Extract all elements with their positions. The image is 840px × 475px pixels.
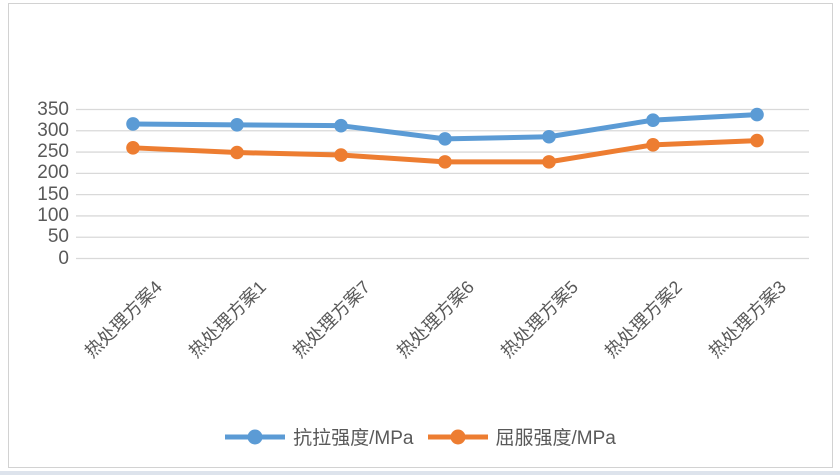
data-point-marker: [334, 118, 348, 133]
y-tick-label: 50: [47, 226, 69, 248]
y-tick-label: 250: [37, 141, 69, 163]
data-point-marker: [646, 138, 660, 152]
y-tick-label: 150: [37, 183, 69, 205]
data-point-marker: [646, 113, 660, 127]
data-point-marker: [126, 141, 140, 155]
data-point-marker: [438, 132, 452, 146]
chart-legend: 抗拉强度/MPa 屈服强度/MPa: [9, 423, 832, 450]
data-point-marker: [438, 155, 452, 169]
y-tick-label: 200: [37, 162, 69, 184]
y-tick-label: 0: [58, 247, 69, 269]
bottom-edge-strip: [0, 471, 840, 475]
legend-item-yield-strength[interactable]: 屈服强度/MPa: [427, 423, 616, 450]
line-chart-plot-area: [76, 107, 809, 260]
data-point-marker: [542, 129, 556, 144]
data-point-marker: [230, 118, 244, 132]
data-point-marker: [230, 145, 244, 160]
data-point-marker: [750, 133, 764, 148]
line-series-marker-icon: [427, 429, 488, 444]
line-series-marker-icon: [225, 429, 286, 444]
chart-frame[interactable]: 0 50 100 150 200 250 300 350 热处理方案4 热处理方案1 热处理方案7…: [8, 3, 833, 468]
data-point-marker: [542, 155, 556, 169]
y-tick-label: 100: [37, 204, 69, 226]
y-tick-label: 350: [37, 98, 69, 120]
data-point-marker: [334, 148, 348, 162]
legend-label-yield-strength: 屈服强度/MPa: [495, 428, 616, 449]
data-point-marker: [750, 107, 764, 122]
y-tick-label: 300: [37, 119, 69, 141]
data-point-marker: [126, 117, 140, 131]
legend-label-tensile-strength: 抗拉强度/MPa: [293, 428, 414, 449]
legend-item-tensile-strength[interactable]: 抗拉强度/MPa: [225, 423, 414, 450]
